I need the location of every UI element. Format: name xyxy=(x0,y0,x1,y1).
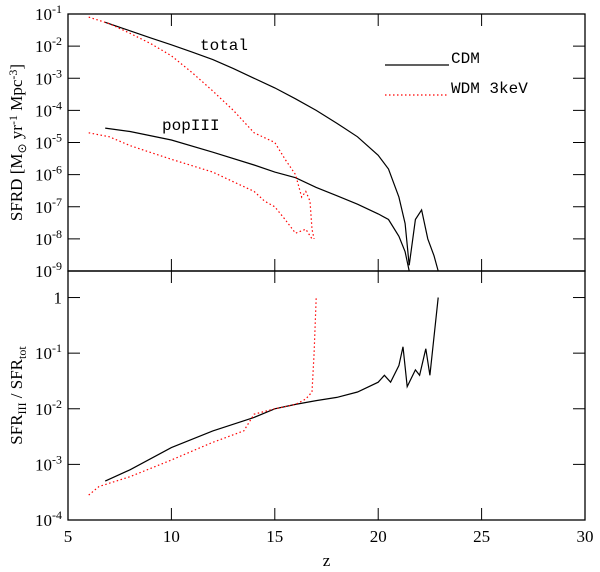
tick-exp: -3 xyxy=(52,66,62,80)
tick-base: 10 xyxy=(35,262,52,281)
y-label-part: SFRD [M xyxy=(7,154,26,222)
tick-exp: -1 xyxy=(52,341,62,355)
y-tick-label: 10-1 xyxy=(35,2,62,24)
data-line xyxy=(105,21,439,272)
tick-exp: -8 xyxy=(52,227,62,241)
tick-exp: -1 xyxy=(52,2,62,16)
x-axis-label: z xyxy=(323,551,331,570)
y-label-part: ] xyxy=(7,64,26,70)
y-label-part: Mpc xyxy=(7,79,26,115)
data-line xyxy=(88,297,317,496)
tick-base: 10 xyxy=(35,5,52,24)
y-tick-label: 10-5 xyxy=(35,131,62,153)
tick-base: 10 xyxy=(35,69,52,88)
y-label-part: -1 xyxy=(6,115,20,125)
y-tick-label: 10-2 xyxy=(35,397,62,419)
tick-exp: -9 xyxy=(52,259,62,273)
y-tick-label: 10-2 xyxy=(35,34,62,56)
tick-exp: -2 xyxy=(52,397,62,411)
x-tick-label: 25 xyxy=(473,527,490,546)
y-tick-label: 10-8 xyxy=(35,227,62,249)
data-line xyxy=(105,127,410,272)
data-line xyxy=(88,16,315,240)
plot-frame xyxy=(67,270,586,521)
tick-base: 10 xyxy=(35,344,52,363)
x-tick-label: 15 xyxy=(266,527,283,546)
y-tick-label: 10-4 xyxy=(35,508,62,530)
y-label-part: / SFR xyxy=(7,358,26,402)
y-label-part: III xyxy=(15,402,29,414)
y-label-part: ⊙ xyxy=(15,143,29,153)
y-tick-label: 10-3 xyxy=(35,66,62,88)
x-tick-label: 30 xyxy=(577,527,594,546)
y-tick-label: 10-3 xyxy=(35,452,62,474)
y-tick-label: 1 xyxy=(54,289,63,308)
tick-exp: -4 xyxy=(52,98,62,112)
data-line xyxy=(88,132,313,240)
x-tick-label: 20 xyxy=(370,527,387,546)
tick-base: 10 xyxy=(35,230,52,249)
y-label-part: SFR xyxy=(7,414,26,445)
annotation: total xyxy=(200,37,248,55)
y-label-part: -3 xyxy=(6,70,20,80)
y-axis-label: SFRIII / SFRtot xyxy=(7,346,29,445)
y-tick-label: 10-9 xyxy=(35,259,62,281)
tick-exp: -7 xyxy=(52,195,62,209)
y-tick-label: 10-4 xyxy=(35,98,62,120)
y-label-part: yr xyxy=(7,125,26,144)
tick-base: 10 xyxy=(35,455,52,474)
legend-label: CDM xyxy=(451,50,480,68)
tick-exp: -3 xyxy=(52,452,62,466)
tick-exp: -2 xyxy=(52,34,62,48)
legend-label: WDM 3keV xyxy=(451,80,528,98)
y-tick-label: 10-7 xyxy=(35,195,62,217)
y-tick-label: 10-6 xyxy=(35,163,62,185)
tick-base: 10 xyxy=(35,37,52,56)
tick-base: 10 xyxy=(35,101,52,120)
annotation: popIII xyxy=(162,117,220,135)
x-tick-label: 10 xyxy=(163,527,180,546)
tick-base: 10 xyxy=(35,166,52,185)
tick-base: 10 xyxy=(35,400,52,419)
tick-base: 10 xyxy=(35,198,52,217)
y-axis-label: SFRD [M⊙ yr-1 Mpc-3] xyxy=(6,64,28,221)
plot-frame xyxy=(67,13,586,272)
y-label-part: tot xyxy=(15,346,29,359)
tick-base: 10 xyxy=(35,134,52,153)
y-tick-label: 10-1 xyxy=(35,341,62,363)
tick-exp: -6 xyxy=(52,163,62,177)
tick-exp: -4 xyxy=(52,508,62,522)
tick-base: 10 xyxy=(35,511,52,530)
data-line xyxy=(104,297,439,482)
tick-exp: -5 xyxy=(52,131,62,145)
x-tick-label: 5 xyxy=(64,527,73,546)
